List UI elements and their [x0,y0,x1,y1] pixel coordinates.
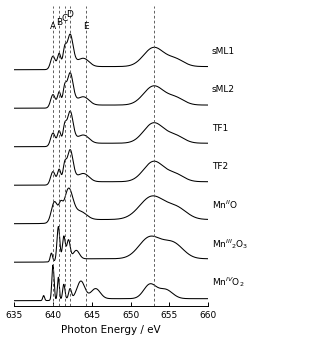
Text: sML1: sML1 [212,47,235,56]
Text: TF1: TF1 [212,124,228,133]
Text: sML2: sML2 [212,85,235,94]
Text: A: A [50,22,56,31]
Text: B: B [56,18,62,27]
Text: Mn$^{IV}$O$_2$: Mn$^{IV}$O$_2$ [212,275,245,289]
Text: D: D [67,10,74,19]
Text: Mn$^{III}$$_2$O$_3$: Mn$^{III}$$_2$O$_3$ [212,237,248,251]
Text: Mn$^{II}$O: Mn$^{II}$O [212,199,238,211]
Text: C: C [61,14,68,24]
Text: E: E [83,22,88,31]
Text: TF2: TF2 [212,162,228,171]
X-axis label: Photon Energy / eV: Photon Energy / eV [61,325,161,336]
